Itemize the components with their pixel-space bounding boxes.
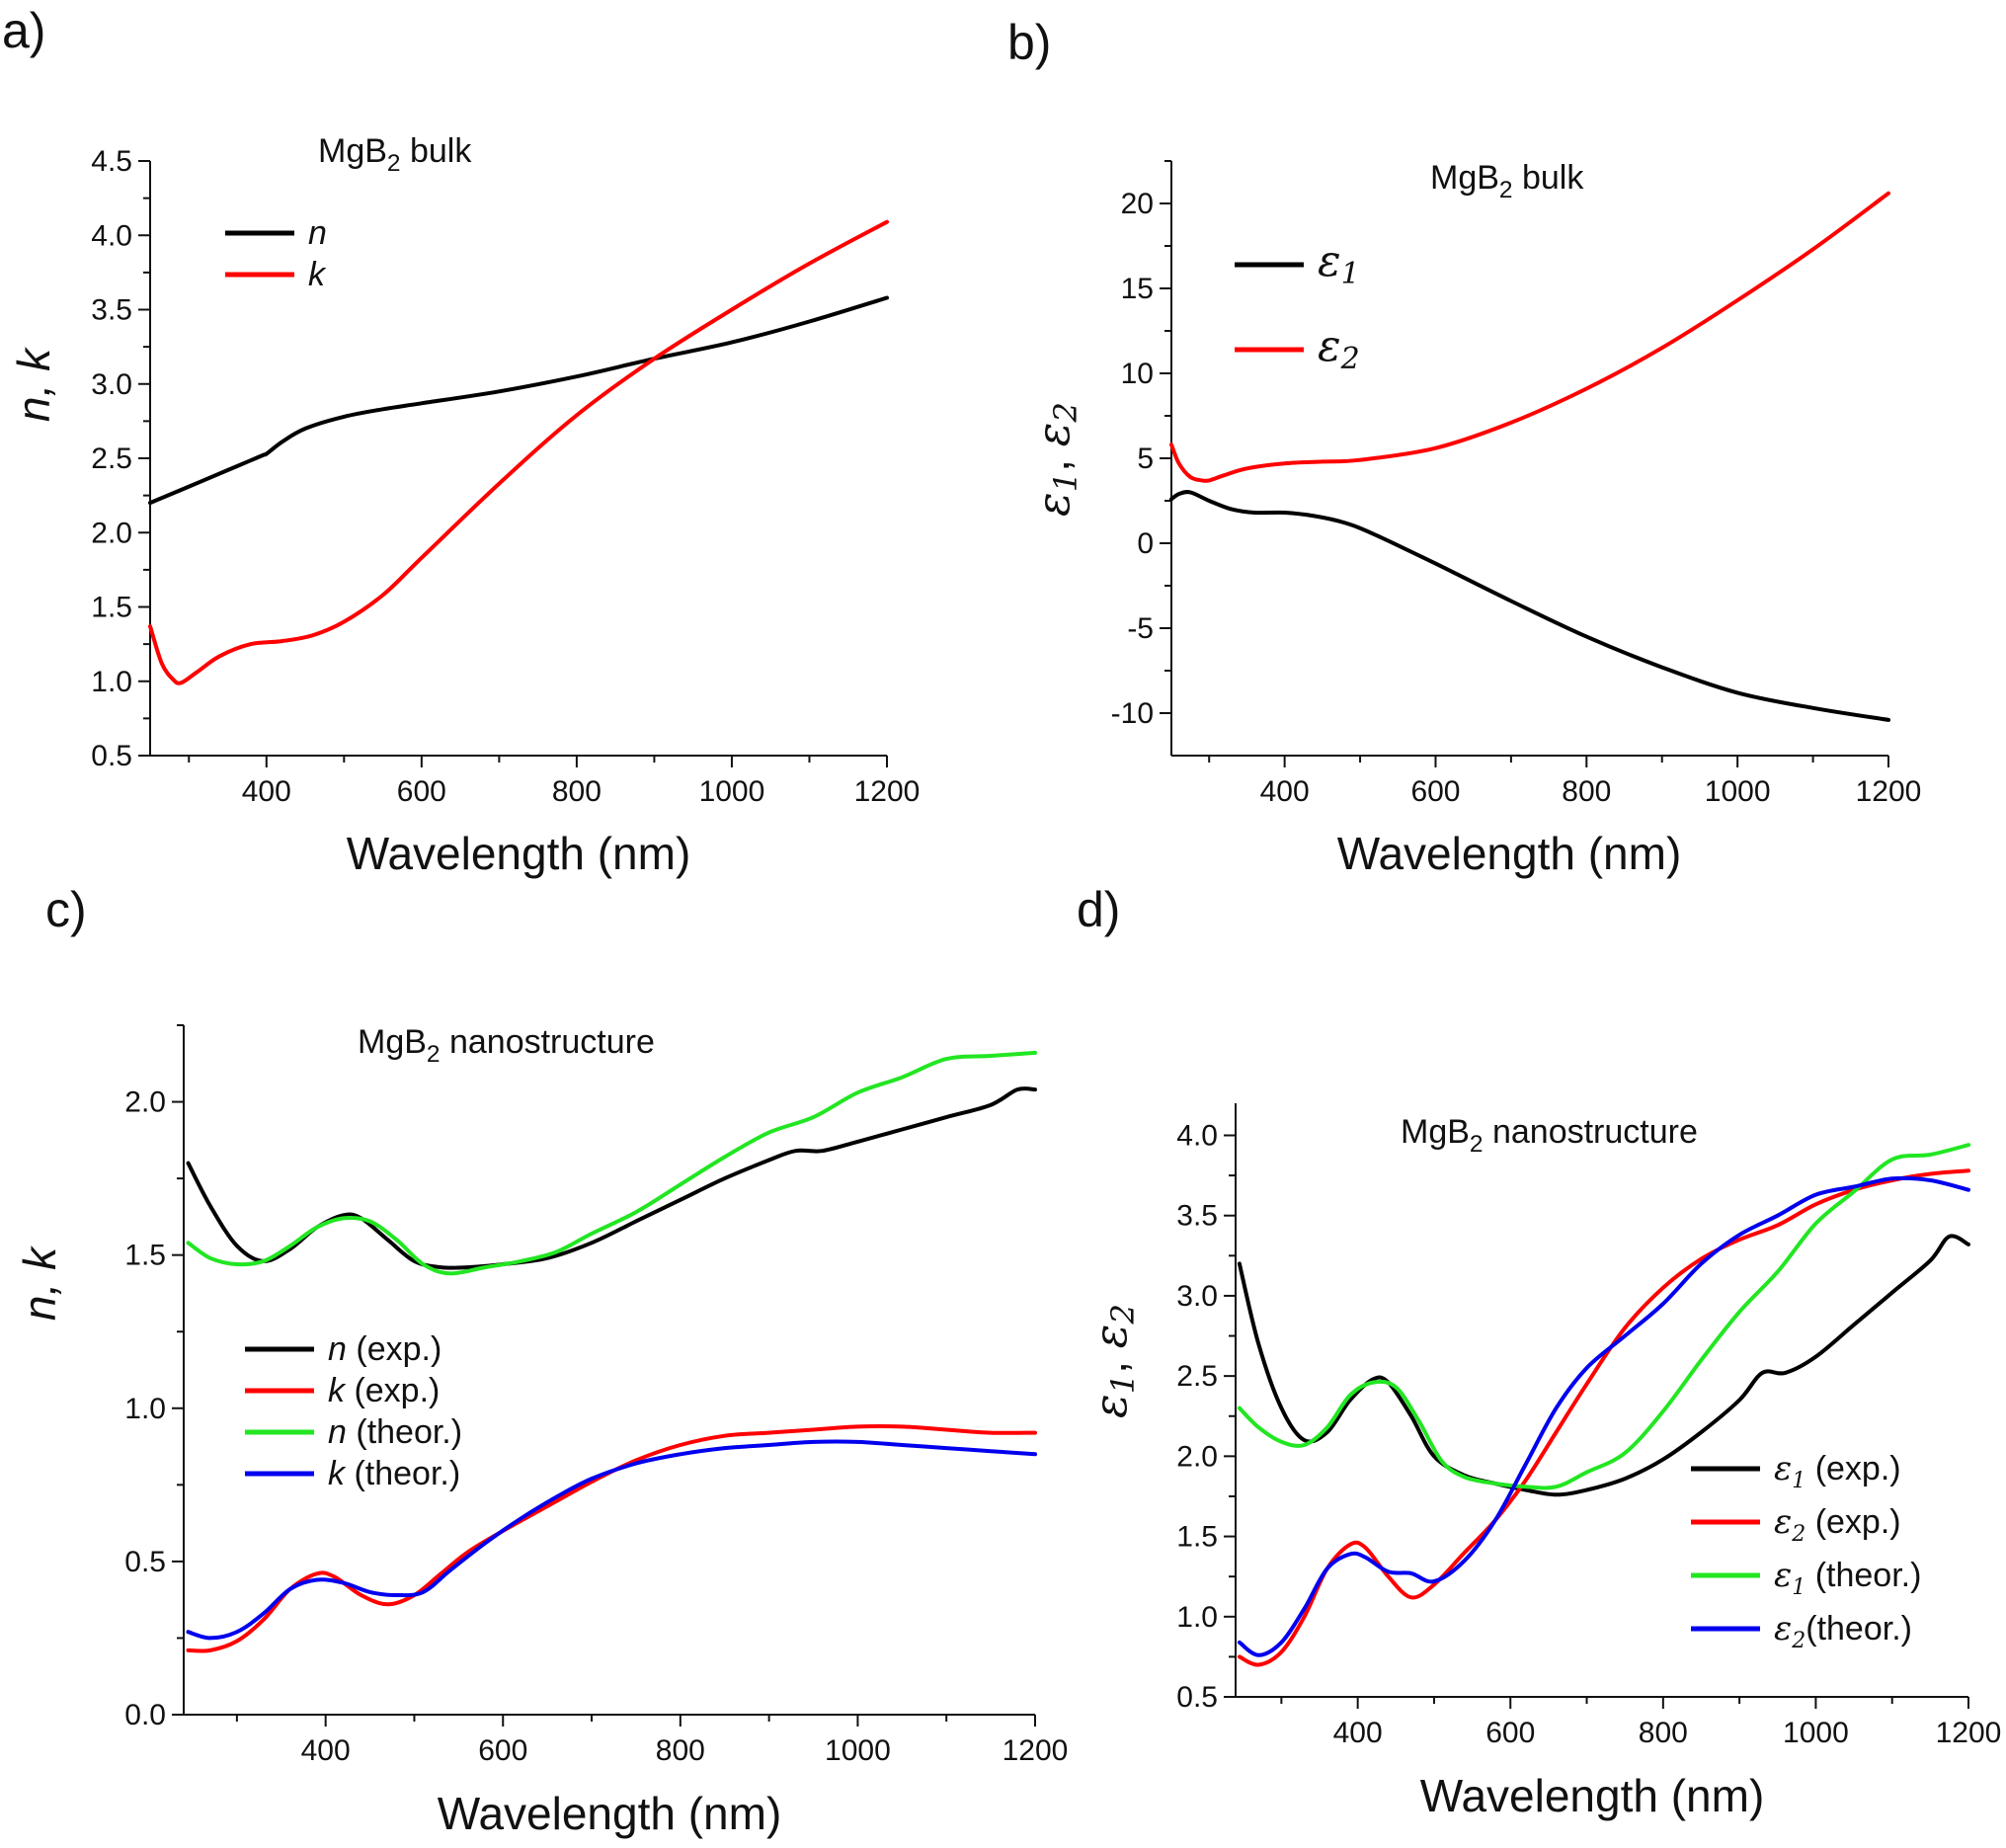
legend-label: ε2 (exp.)	[1774, 1502, 1901, 1547]
legend-label: ε1	[1318, 236, 1360, 291]
series-line	[1237, 1175, 1970, 1657]
y-tick-label: 0	[1137, 527, 1154, 560]
y-tick-label: -10	[1111, 697, 1154, 730]
y-tick-label: 2.0	[1176, 1440, 1218, 1473]
x-tick-label: 400	[242, 775, 291, 808]
panel-b: b) 400 600 800 1000 1200 -10 -5 0 5 10 15 20 Waveleng…	[1007, 15, 1921, 879]
legend-label: n	[308, 214, 327, 252]
y-tick-label: 4.0	[1176, 1119, 1218, 1152]
panel-letter: a)	[2, 3, 45, 58]
y-tick-label: 4.5	[91, 145, 132, 178]
x-axis-title: Wavelength (nm)	[438, 1788, 782, 1839]
y-tick-label: 1.5	[91, 592, 132, 624]
y-tick-label: 5	[1137, 442, 1154, 475]
series-line	[148, 295, 889, 506]
x-tick-label: 400	[1333, 1717, 1383, 1749]
panel-d: d) 400 600 800 1000 1200 0.5 1.0 1.5 2.0 2.5 3.0 3.5…	[1077, 882, 2001, 1821]
y-tick-label: 15	[1121, 273, 1154, 305]
y-tick-label: 10	[1121, 358, 1154, 390]
panel-letter: c)	[45, 882, 87, 937]
y-axis-title: ε1​, ε2​	[1083, 1304, 1142, 1418]
chart-title: MgB2 bulk	[1430, 159, 1584, 203]
x-tick-label: 800	[552, 775, 602, 808]
y-tick-label: 2.5	[1176, 1360, 1218, 1393]
y-tick-label: 1.0	[1176, 1601, 1218, 1634]
series-line	[1169, 191, 1890, 483]
y-tick-label: 20	[1121, 188, 1154, 220]
y-tick-label: 3.5	[1176, 1200, 1218, 1233]
series-line	[1237, 1234, 1970, 1497]
x-tick-label: 600	[478, 1734, 527, 1767]
x-axis-title: Wavelength (nm)	[347, 828, 691, 879]
series-line	[186, 1050, 1037, 1276]
x-axis-title: Wavelength (nm)	[1420, 1770, 1765, 1821]
legend-label: k	[308, 256, 327, 293]
x-tick-label: 1000	[1783, 1717, 1849, 1749]
series-line	[148, 219, 889, 685]
panel-letter: b)	[1007, 15, 1051, 70]
series-line	[1169, 490, 1890, 722]
panel-c: c) 400 600 800 1000 1200 0.0 0.5 1.0 1.5 2.0 Wavele…	[14, 882, 1068, 1839]
legend-label: n (theor.)	[328, 1413, 462, 1451]
x-tick-label: 1000	[825, 1734, 891, 1767]
legend-label: ε2(theor.)	[1774, 1609, 1912, 1653]
panel-a: a) 400 600 800 1000 1200 0.5 1.0 1.5 2.0 2.5 3.0 3.5…	[2, 3, 920, 879]
y-tick-label: 2.5	[91, 442, 132, 475]
y-tick-label: 2.0	[91, 517, 132, 549]
x-tick-label: 400	[301, 1734, 351, 1767]
x-axis-title: Wavelength (nm)	[1337, 828, 1682, 879]
chart-title: MgB2 nanostructure	[358, 1023, 655, 1068]
legend-label: n (exp.)	[328, 1330, 441, 1368]
x-tick-label: 800	[656, 1734, 705, 1767]
y-tick-label: 1.0	[124, 1393, 166, 1425]
y-tick-label: 2.0	[124, 1086, 166, 1119]
y-tick-label: 1.5	[1176, 1521, 1218, 1554]
series-line	[186, 1424, 1037, 1653]
legend-label: k (theor.)	[328, 1455, 460, 1492]
y-tick-label: 0.5	[91, 740, 132, 772]
chart-title: MgB2 bulk	[318, 132, 472, 177]
x-tick-label: 1200	[1936, 1717, 2002, 1749]
y-tick-label: 0.5	[1176, 1681, 1218, 1714]
legend-label: ε1 (theor.)	[1774, 1556, 1921, 1600]
x-tick-label: 800	[1639, 1717, 1688, 1749]
series-line	[186, 1439, 1037, 1641]
legend-label: ε2	[1318, 321, 1360, 376]
x-tick-label: 1200	[854, 775, 921, 808]
x-tick-label: 600	[397, 775, 446, 808]
y-tick-label: 1.5	[124, 1240, 166, 1272]
y-tick-label: 4.0	[91, 219, 132, 252]
y-axis-title: n, k	[8, 347, 59, 422]
x-tick-label: 1200	[1003, 1734, 1069, 1767]
y-axis-title: n, k	[14, 1245, 65, 1321]
series-line	[186, 1086, 1037, 1270]
x-tick-label: 800	[1562, 775, 1611, 808]
y-tick-label: 1.0	[91, 666, 132, 698]
x-tick-label: 1200	[1856, 775, 1922, 808]
x-tick-label: 400	[1260, 775, 1310, 808]
x-tick-label: 600	[1485, 1717, 1535, 1749]
y-tick-label: 0.0	[124, 1699, 166, 1731]
y-tick-label: 3.5	[91, 294, 132, 327]
y-tick-label: 3.0	[1176, 1280, 1218, 1313]
y-axis-title: ε1​, ε2​	[1026, 402, 1084, 517]
series-line	[1237, 1143, 1970, 1490]
x-tick-label: 600	[1410, 775, 1460, 808]
y-tick-label: 3.0	[91, 368, 132, 401]
y-tick-label: -5	[1127, 612, 1154, 645]
x-tick-label: 1000	[699, 775, 765, 808]
legend-label: ε1 (exp.)	[1774, 1449, 1901, 1493]
panel-letter: d)	[1077, 882, 1120, 937]
x-tick-label: 1000	[1705, 775, 1771, 808]
legend-label: k (exp.)	[328, 1372, 440, 1409]
chart-title: MgB2 nanostructure	[1401, 1113, 1698, 1158]
y-tick-label: 0.5	[124, 1546, 166, 1578]
